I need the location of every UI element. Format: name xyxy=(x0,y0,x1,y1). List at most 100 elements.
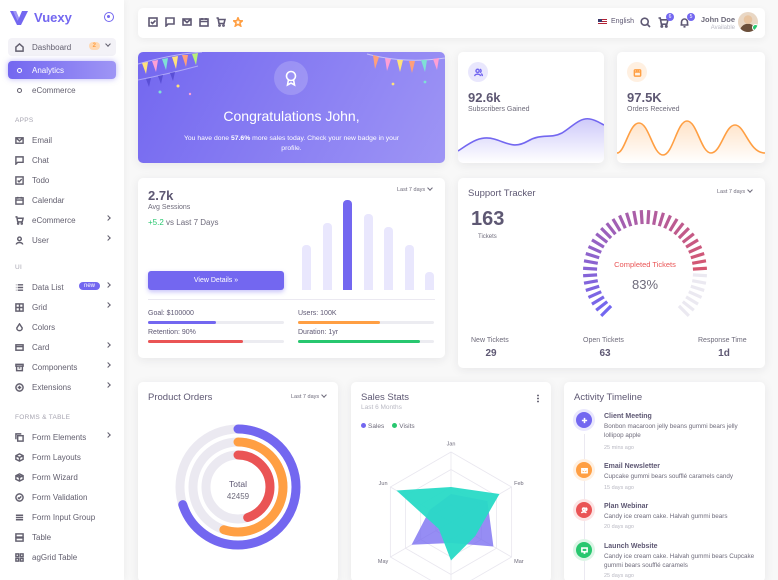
sidebar-item-form-elements[interactable]: Form Elements xyxy=(8,428,116,446)
session-bar xyxy=(384,227,393,290)
sidebar-item-label: Card xyxy=(32,342,50,352)
language-selector[interactable]: English xyxy=(598,18,634,25)
timeline-mail-badge xyxy=(576,462,592,478)
plus-icon xyxy=(581,417,587,423)
gauge-tick xyxy=(673,222,685,236)
sessions-change: +5.2 vs Last 7 Days xyxy=(148,218,218,227)
sidebar-item-ecommerce[interactable]: eCommerce xyxy=(8,211,116,229)
gauge-tick xyxy=(677,227,690,240)
archive-icon xyxy=(15,363,24,371)
brand[interactable]: Vuexy xyxy=(10,10,72,25)
radar-axis-label: Jun xyxy=(379,481,388,487)
notifications-button[interactable]: 5 xyxy=(679,13,695,28)
congrats-text: You have done xyxy=(183,135,231,142)
sidebar-toggle-icon[interactable] xyxy=(104,12,114,22)
orders-period-dropdown[interactable]: Last 7 days xyxy=(291,394,326,400)
orders-received-card: 97.5K Orders Received xyxy=(617,52,765,163)
check-square-icon[interactable] xyxy=(148,17,158,27)
star-icon[interactable] xyxy=(233,17,243,27)
sidebar-item-user[interactable]: User xyxy=(8,231,116,249)
sidebar-item-form-validation[interactable]: Form Validation xyxy=(8,488,116,506)
gauge-tick xyxy=(663,214,672,229)
vuexy-logo-icon xyxy=(10,10,28,25)
support-period-dropdown[interactable]: Last 7 days xyxy=(717,189,752,195)
sidebar-item-label: Colors xyxy=(32,322,56,332)
sessions-period-dropdown[interactable]: Last 7 days xyxy=(397,187,432,193)
gauge-tick xyxy=(600,227,613,240)
avatar[interactable] xyxy=(738,12,758,32)
tickets-label: Tickets xyxy=(478,234,497,240)
sidebar-item-table[interactable]: Table xyxy=(8,528,116,546)
gauge-tick xyxy=(595,300,609,312)
congrats-highlight: 57.6% xyxy=(230,135,251,142)
calendar-icon[interactable] xyxy=(199,17,209,27)
message-square-icon[interactable] xyxy=(165,17,175,27)
gauge-tick xyxy=(668,218,679,232)
gauge-tick xyxy=(688,290,703,299)
sidebar-item-form-input-group[interactable]: Form Input Group xyxy=(8,508,116,526)
mail-icon[interactable] xyxy=(182,17,192,27)
product-orders-card: Product Orders Last 7 days Total 42459 xyxy=(138,382,338,580)
sidebar-item-aggrid-table[interactable]: agGrid Table xyxy=(8,548,116,566)
timeline-item-time: 15 days ago xyxy=(604,485,634,491)
sidebar-item-dashboard[interactable]: Dashboard 2 xyxy=(8,38,116,56)
radar-series xyxy=(396,487,500,561)
check-square-icon xyxy=(15,175,24,185)
sidebar-item-form-layouts[interactable]: Form Layouts xyxy=(8,448,116,466)
timeline-plus-badge xyxy=(576,412,592,428)
session-bar xyxy=(343,200,352,290)
legend-visits-label: Visits xyxy=(399,423,415,430)
sidebar-item-form-wizard[interactable]: Form Wizard xyxy=(8,468,116,486)
gauge-tick xyxy=(681,300,695,312)
sidebar-item-calendar[interactable]: Calendar xyxy=(8,191,116,209)
gauge-tick xyxy=(639,210,644,225)
sidebar-item-colors[interactable]: Colors xyxy=(8,318,116,336)
user-name[interactable]: John Doe xyxy=(700,15,735,24)
sales-legend: Sales Visits xyxy=(361,423,415,430)
sidebar-item-analytics[interactable]: Analytics xyxy=(8,61,116,79)
shopping-cart-icon[interactable] xyxy=(216,17,226,27)
sidebar-item-chat[interactable]: Chat xyxy=(8,151,116,169)
gauge-tick xyxy=(585,252,600,260)
timeline-item-text: Candy ice cream cake. Halvah gummi bears xyxy=(604,513,728,520)
duration-progress-fill xyxy=(298,340,421,343)
plus-circle-icon xyxy=(15,382,24,392)
sidebar-item-label: Dashboard xyxy=(32,42,72,52)
subscribers-value: 92.6k xyxy=(468,90,501,105)
radar-axis-label: Feb xyxy=(514,481,523,487)
sidebar-item-data-list[interactable]: Data List new xyxy=(8,278,116,296)
orders-sparkline xyxy=(617,120,765,163)
home-icon xyxy=(15,42,24,52)
goal-progress-fill xyxy=(148,321,216,324)
sidebar-item-card[interactable]: Card xyxy=(8,338,116,356)
sessions-label: Avg Sessions xyxy=(148,204,191,211)
sidebar-item-ecommerce-dashboard[interactable]: eCommerce xyxy=(8,81,116,99)
view-details-button[interactable]: View Details » xyxy=(148,271,284,290)
more-vertical-icon[interactable] xyxy=(537,394,539,403)
sidebar-item-label: Form Layouts xyxy=(32,452,81,462)
sidebar-item-email[interactable]: Email xyxy=(8,131,116,149)
mail-icon xyxy=(580,467,588,473)
open-tickets-value: 63 xyxy=(599,348,611,359)
sidebar-item-components[interactable]: Components xyxy=(8,358,116,376)
nav-header-ui: UI xyxy=(15,264,23,271)
package-icon-badge xyxy=(627,62,647,82)
total-label: Total xyxy=(229,479,247,489)
gauge-tick xyxy=(583,266,598,271)
brand-name: Vuexy xyxy=(34,10,72,25)
goal-progress xyxy=(148,321,284,324)
sidebar-item-label: Todo xyxy=(32,175,50,185)
cart-button[interactable]: 6 xyxy=(658,13,674,28)
gauge-tick xyxy=(583,273,598,278)
search-button[interactable] xyxy=(640,17,651,28)
activity-timeline-card: Activity Timeline Client Meeting Bonbon … xyxy=(564,382,765,580)
radar-axis-label: Mar xyxy=(514,559,524,565)
radar-axis-label: May xyxy=(378,559,389,565)
sidebar-item-grid[interactable]: Grid xyxy=(8,298,116,316)
award-icon xyxy=(285,70,297,87)
sidebar-item-todo[interactable]: Todo xyxy=(8,171,116,189)
completed-tickets-gauge xyxy=(583,210,707,317)
duration-progress xyxy=(298,340,434,343)
users-icon xyxy=(473,68,483,76)
sidebar-item-extensions[interactable]: Extensions xyxy=(8,378,116,396)
